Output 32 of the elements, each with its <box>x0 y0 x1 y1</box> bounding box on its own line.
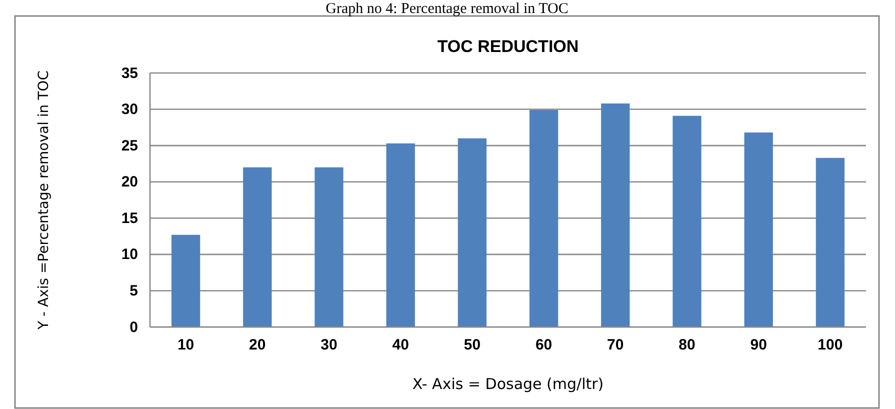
bar <box>672 116 702 327</box>
y-tick-label: 30 <box>121 101 138 118</box>
bar <box>816 158 845 327</box>
x-tick-label: 60 <box>535 336 552 354</box>
x-tick-label: 80 <box>678 336 696 354</box>
bar <box>243 167 272 327</box>
text: Graph no 4: Percentage removal in TOC <box>326 1 568 17</box>
y-tick-label: 15 <box>121 210 138 227</box>
x-tick-label: 50 <box>464 336 481 354</box>
x-tick-label: 40 <box>392 336 409 354</box>
y-tick-label: 0 <box>130 318 138 336</box>
bar <box>529 110 558 327</box>
y-tick-label: 5 <box>130 282 138 300</box>
bar <box>744 132 773 327</box>
x-tick-label: 10 <box>177 336 194 354</box>
y-tick-label: 25 <box>121 137 138 154</box>
x-tick-label: 20 <box>249 336 266 354</box>
x-tick-label: 90 <box>750 336 767 354</box>
x-tick-label: 70 <box>607 336 624 354</box>
x-tick-label: 30 <box>320 336 338 354</box>
bar <box>458 138 487 327</box>
y-tick-label: 20 <box>121 174 138 191</box>
y-axis-title: Y - Axis =Percentage removal in TOC <box>36 70 52 330</box>
x-tick-label: 100 <box>818 336 843 354</box>
y-tick-label: 10 <box>121 246 138 264</box>
bar <box>386 143 415 327</box>
bar <box>601 103 630 327</box>
chart-title: TOC REDUCTION <box>437 37 579 56</box>
bar <box>314 167 344 327</box>
y-tick-label: 35 <box>121 64 138 82</box>
bar <box>171 234 200 327</box>
x-axis-title: X- Axis = Dosage (mg/ltr) <box>412 375 604 393</box>
